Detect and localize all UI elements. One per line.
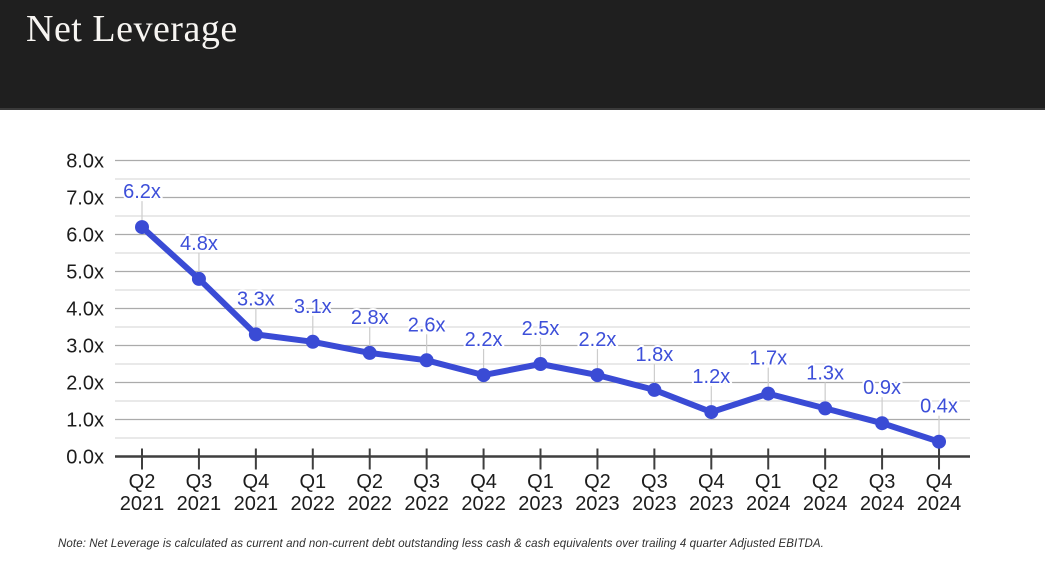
x-axis-label: Q2 2023	[575, 471, 620, 515]
data-point-label: 1.7x	[749, 348, 787, 370]
x-axis-label: Q2 2021	[120, 471, 165, 515]
y-axis-label: 5.0x	[66, 262, 104, 284]
data-point	[761, 386, 776, 401]
y-axis-label: 2.0x	[66, 373, 104, 395]
y-axis-label: 1.0x	[66, 410, 104, 432]
data-point-label: 1.3x	[806, 362, 844, 384]
y-axis-label: 4.0x	[66, 299, 104, 321]
x-axis-label: Q1 2023	[518, 471, 563, 515]
footnote: Note: Net Leverage is calculated as curr…	[58, 538, 824, 550]
y-axis-label: 8.0x	[66, 151, 104, 173]
data-point-label: 2.2x	[465, 329, 503, 351]
data-point-label: 2.5x	[522, 318, 560, 340]
data-point	[590, 368, 605, 383]
data-point	[818, 401, 833, 416]
x-axis-label: Q3 2023	[632, 471, 677, 515]
data-point	[875, 416, 890, 431]
data-point	[419, 353, 434, 368]
x-axis-label: Q1 2024	[746, 471, 791, 515]
x-axis-label: Q4 2023	[689, 471, 734, 515]
data-point-label: 3.1x	[294, 296, 332, 318]
data-point-label: 2.2x	[579, 329, 617, 351]
data-point-label: 2.8x	[351, 307, 389, 329]
title-bar: Net Leverage	[0, 0, 1045, 110]
x-axis-label: Q4 2021	[234, 471, 279, 515]
x-axis-label: Q3 2024	[860, 471, 905, 515]
y-axis-label: 0.0x	[66, 447, 104, 469]
data-point-label: 1.2x	[692, 366, 730, 388]
data-point	[191, 271, 206, 286]
x-axis-label: Q3 2021	[177, 471, 222, 515]
data-point	[476, 368, 491, 383]
x-axis-label: Q3 2022	[404, 471, 449, 515]
data-point	[647, 382, 662, 397]
data-point	[932, 434, 947, 449]
y-axis-label: 3.0x	[66, 336, 104, 358]
data-point-label: 1.8x	[635, 344, 673, 366]
y-axis-label: 6.0x	[66, 225, 104, 247]
x-axis-label: Q2 2022	[347, 471, 392, 515]
data-point-label: 0.4x	[920, 396, 958, 418]
data-point	[135, 220, 149, 235]
x-axis-label: Q1 2022	[291, 471, 336, 515]
x-axis-label: Q4 2022	[461, 471, 506, 515]
data-point	[362, 345, 377, 360]
data-point	[248, 327, 263, 342]
page-title: Net Leverage	[26, 8, 238, 50]
x-axis-label: Q4 2024	[917, 471, 962, 515]
data-point	[305, 334, 320, 349]
data-point-label: 4.8x	[180, 233, 218, 255]
data-point	[704, 405, 719, 420]
data-point-label: 2.6x	[408, 314, 446, 336]
y-axis-label: 7.0x	[66, 188, 104, 210]
data-point	[533, 357, 548, 371]
data-point-label: 3.3x	[237, 288, 275, 310]
data-point-label: 6.2x	[123, 181, 161, 203]
x-axis-label: Q2 2024	[803, 471, 848, 515]
data-point-label: 0.9x	[863, 377, 901, 399]
